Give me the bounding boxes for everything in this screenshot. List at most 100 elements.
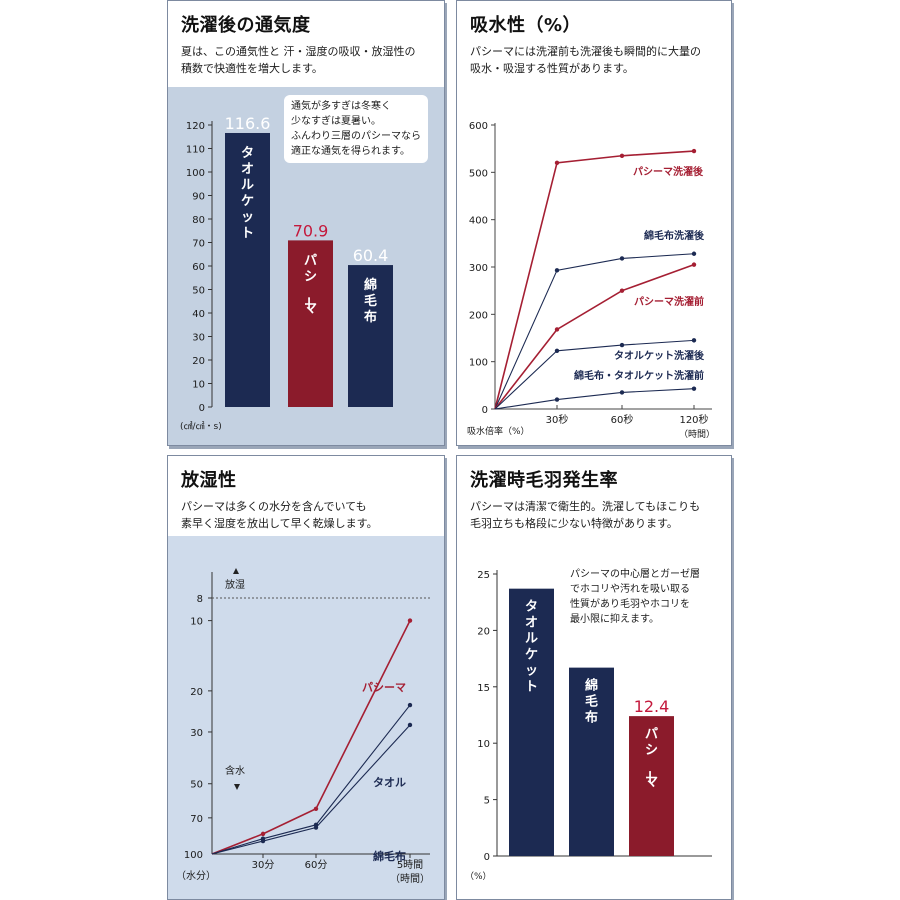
- series-label: 綿毛布: [373, 849, 406, 863]
- airflow-note-line: 通気が多すぎは冬寒く: [291, 101, 391, 112]
- absorption-panel: 吸水性（%） パシーマには洗濯前も洗濯後も瞬間的に大量の 吸水・吸湿する性質があ…: [456, 0, 732, 446]
- series-point: [619, 390, 625, 395]
- y-tick-label: 10: [190, 617, 203, 628]
- series-point: [619, 342, 625, 348]
- y-tick-label: 70: [192, 239, 205, 250]
- bar-value-label: 12.4: [634, 697, 670, 716]
- airflow-note: 通気が多すぎは冬寒く 少なすぎは夏暑い。 ふんわり三層のパシーマなら 適正な通気…: [284, 95, 428, 163]
- y-tick-label: 100: [186, 168, 205, 179]
- series-line: [211, 620, 411, 855]
- release-chart-area: 8 10 20 30 50 70 100 放湿 含水 30分 60分 5時間 （水分） （時間） パシーマタ…: [168, 536, 444, 899]
- bar: [288, 240, 333, 407]
- series-point: [691, 148, 697, 154]
- series-point: [407, 618, 413, 623]
- series-point: [313, 825, 319, 830]
- absorption-chart-area: 0 100 200 300 400 500 600 30秒 60秒 120秒 吸水倍率（%） （時間）…: [457, 87, 731, 445]
- bar-value-label: 116.6: [225, 114, 271, 133]
- lint-chart-area: 0 5 10 15 20 25 （%） 23.7 タオルケット 16.7 綿毛布 12.4 パシーマ パ…: [457, 536, 731, 899]
- absorption-title: 吸水性（%）: [470, 15, 582, 36]
- series-line: [211, 724, 411, 855]
- bar: [569, 667, 614, 856]
- lint-note-line: 性質があり毛羽やホコリを: [570, 599, 690, 610]
- release-header: 放湿性 パシーマは多くの水分を含んでいても 素早く湿度を放出して早く乾燥します。: [168, 456, 444, 536]
- series-line: [494, 388, 695, 410]
- y-tick-label: 30: [192, 333, 205, 344]
- down-arrow-icon: [234, 784, 240, 790]
- y-tick-label: 20: [190, 687, 203, 698]
- y-tick-label: 500: [469, 168, 488, 179]
- bar-category-label: タオルケット: [525, 600, 538, 695]
- airflow-note-line: 適正な通気を得られます。: [291, 146, 410, 157]
- y-tick-label: 60: [192, 262, 205, 273]
- series-point: [260, 838, 266, 844]
- series-point: [407, 702, 413, 708]
- lint-description-line: パシーマは清潔で衛生的。洗濯してもほこりも: [470, 500, 701, 513]
- y-tick-label: 100: [469, 358, 488, 369]
- y-tick-label: 0: [199, 403, 205, 414]
- y-tick-label: 90: [192, 192, 205, 203]
- airflow-chart: 0 10 20 30 40 50 60 70 80 90 100 110 120 (㎤/㎠・s) 116.6…: [180, 114, 393, 432]
- y-tick-label: 120: [186, 121, 205, 132]
- bar: [225, 132, 270, 408]
- airflow-title: 洗濯後の通気度: [181, 15, 311, 36]
- lint-panel: 洗濯時毛羽発生率 パシーマは清潔で衛生的。洗濯してもほこりも 毛羽立ちも格段に少…: [456, 455, 732, 900]
- y-tick-label: 300: [469, 263, 488, 274]
- up-arrow-icon: [233, 568, 239, 574]
- y-tick-label: 25: [477, 570, 490, 581]
- series-label: タオル: [373, 776, 406, 789]
- lint-note-line: 最小限に抑えます。: [570, 614, 659, 625]
- airflow-panel: 洗濯後の通気度 夏は、この通気性と 汗・湿度の吸収・放湿性の 積数で快適性を増大…: [167, 0, 445, 446]
- series-point: [619, 288, 625, 293]
- y-tick-label: 80: [192, 215, 205, 226]
- series-point: [554, 397, 560, 402]
- absorption-description: パシーマには洗濯前も洗濯後も瞬間的に大量の 吸水・吸湿する性質があります。: [470, 43, 728, 77]
- y-axis-unit: （%）: [465, 871, 492, 882]
- release-description-line: 素早く湿度を放出して早く乾燥します。: [181, 517, 378, 530]
- x-tick-label: 120秒: [679, 413, 708, 426]
- airflow-note-line: 少なすぎは夏暑い。: [291, 116, 381, 127]
- lint-header: 洗濯時毛羽発生率 パシーマは清潔で衛生的。洗濯してもほこりも 毛羽立ちも格段に少…: [457, 456, 731, 536]
- airflow-note-line: ふんわり三層のパシーマなら: [291, 131, 421, 142]
- airflow-description-line: 夏は、この通気性と 汗・湿度の吸収・放湿性の: [181, 45, 416, 58]
- series-point: [313, 806, 319, 811]
- x-axis-unit: （時間）: [390, 873, 430, 885]
- bar-value-label: 23.7: [514, 570, 550, 589]
- x-tick-label: 60秒: [611, 413, 634, 426]
- series-point: [691, 251, 697, 256]
- y-tick-label: 30: [190, 728, 203, 739]
- y-tick-label: 0: [484, 852, 490, 863]
- x-tick-label: 60分: [305, 859, 328, 871]
- series-point: [554, 268, 560, 273]
- series-line: [494, 263, 695, 410]
- y-tick-label: 100: [184, 850, 203, 861]
- y-tick-label: 600: [469, 121, 488, 132]
- series-point: [619, 256, 625, 261]
- x-axis-label: 吸水倍率（%）: [467, 425, 530, 437]
- release-panel: 放湿性 パシーマは多くの水分を含んでいても 素早く湿度を放出して早く乾燥します。…: [167, 455, 445, 900]
- lint-note-line: でホコリや汚れを吸い取る: [570, 584, 690, 595]
- x-axis-unit: （時間）: [679, 429, 715, 440]
- x-tick-label: 5時間: [397, 859, 423, 871]
- series-point: [407, 722, 413, 728]
- y-tick-label: 5: [484, 796, 490, 807]
- series-line: [211, 704, 411, 855]
- airflow-description: 夏は、この通気性と 汗・湿度の吸収・放湿性の 積数で快適性を増大します。: [181, 43, 439, 77]
- series-label: パシーマ洗濯前: [634, 295, 704, 308]
- bar-category-label: 綿毛布: [364, 277, 377, 325]
- y-tick-label: 40: [192, 309, 205, 320]
- series-line: [494, 253, 695, 410]
- bar-value-label: 60.4: [353, 246, 389, 265]
- y-tick-label: 20: [192, 356, 205, 367]
- series-point: [554, 348, 560, 353]
- airflow-header: 洗濯後の通気度 夏は、この通気性と 汗・湿度の吸収・放湿性の 積数で快適性を増大…: [168, 1, 444, 87]
- series-label: タオルケット洗濯後: [614, 349, 705, 362]
- absorption-description-line: パシーマには洗濯前も洗濯後も瞬間的に大量の: [470, 45, 701, 58]
- lint-description: パシーマは清潔で衛生的。洗濯してもほこりも 毛羽立ちも格段に少ない特徴があります…: [470, 498, 728, 532]
- series-point: [554, 160, 560, 166]
- y-tick-label: 10: [477, 739, 490, 750]
- series-label: パシーマ洗濯後: [633, 165, 704, 178]
- series-line: [494, 150, 695, 410]
- series-point: [554, 327, 560, 332]
- bar-value-label: 16.7: [574, 649, 610, 668]
